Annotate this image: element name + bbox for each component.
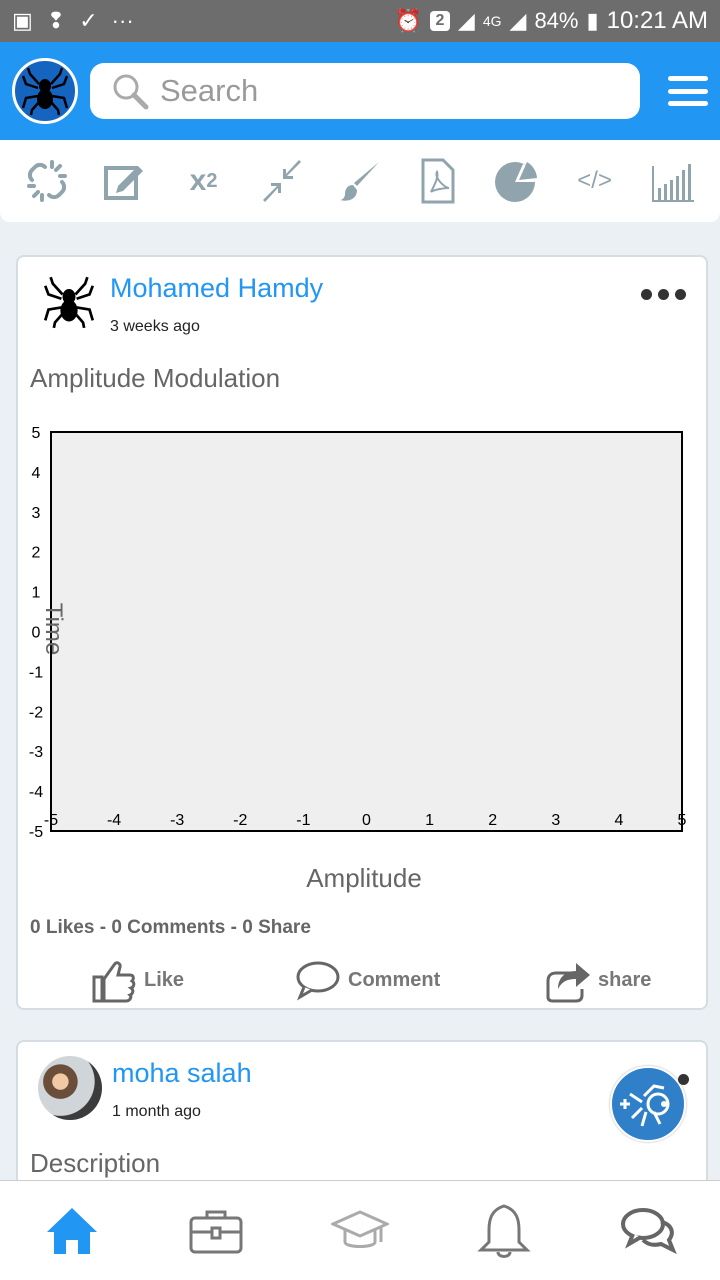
battery-percent: 84% <box>534 8 579 33</box>
x-tick-label: 5 <box>678 812 687 829</box>
y-tick-label: -2 <box>29 704 43 721</box>
post-time: 1 month ago <box>112 1103 201 1120</box>
x-tick-label: -2 <box>233 812 247 829</box>
hamburger-menu-icon[interactable] <box>668 76 708 106</box>
y-tick-label: -4 <box>29 784 43 801</box>
share-button[interactable]: share <box>544 957 651 1003</box>
alarm-icon: ⏰ <box>394 8 422 33</box>
y-tick-label: 3 <box>32 505 41 522</box>
status-bar: ▣ ❢ ✓ ··· ⏰ 2 ◢ 4G ◢ 84% ▮ 10:21 AM <box>0 0 720 42</box>
x-tick-label: -4 <box>107 812 121 829</box>
author-name[interactable]: Mohamed Hamdy <box>110 273 324 303</box>
gallery-notification-icon: ▣ <box>12 8 33 33</box>
y-tick-label: 0 <box>32 625 41 642</box>
edit-icon[interactable] <box>100 156 150 206</box>
clock: 10:21 AM <box>606 7 708 34</box>
spider-avatar-icon <box>43 276 95 329</box>
post-title: Description <box>30 1148 161 1178</box>
search-input[interactable] <box>160 73 620 109</box>
share-icon <box>546 963 590 1003</box>
x-tick-label: 0 <box>362 812 371 829</box>
post-title: Amplitude Modulation <box>30 363 281 393</box>
y-tick-label: -3 <box>29 744 43 761</box>
like-button[interactable]: Like <box>90 957 184 1003</box>
post-author: moha salah 1 month ago <box>38 1056 252 1121</box>
y-tick-label: -5 <box>29 824 43 841</box>
more-notifications-icon: ··· <box>111 8 134 33</box>
network-label: 4G <box>482 13 502 29</box>
sim-badge: 2 <box>429 11 450 31</box>
avatar[interactable] <box>38 271 100 333</box>
download-done-icon: ✓ <box>79 8 98 33</box>
x-tick-label: 3 <box>551 812 560 829</box>
pdf-file-icon[interactable] <box>413 156 463 206</box>
post-card: moha salah 1 month ago Description <box>16 1040 708 1190</box>
avatar[interactable] <box>38 1056 102 1120</box>
notification-dot <box>678 1074 689 1085</box>
nav-graduation-cap-icon[interactable] <box>325 1196 395 1266</box>
post-stats: 0 Likes - 0 Comments - 0 Share <box>30 917 311 938</box>
signal-strength-icon: ◢ <box>509 8 527 33</box>
more-options-icon[interactable] <box>641 289 686 300</box>
nav-briefcase-icon[interactable] <box>181 1196 251 1266</box>
author-name[interactable]: moha salah <box>112 1058 252 1088</box>
x-tick-label: 4 <box>614 812 623 829</box>
y-tick-label: 4 <box>32 465 41 482</box>
post-author: Mohamed Hamdy 3 weeks ago <box>38 271 323 336</box>
x-axis-label: Amplitude <box>306 863 422 893</box>
y-tick-label: 5 <box>32 425 41 442</box>
signal-icon: ◢ <box>457 8 475 33</box>
battery-icon: ▮ <box>586 8 599 33</box>
y-tick-label: -1 <box>29 664 43 681</box>
nav-home-icon[interactable] <box>37 1196 107 1266</box>
spider-logo-icon <box>21 67 69 116</box>
thumbs-up-icon <box>92 961 136 1003</box>
x-tick-label: 2 <box>488 812 497 829</box>
x-tick-label: -5 <box>44 812 58 829</box>
y-tick-label: 1 <box>32 585 41 602</box>
bar-chart-icon[interactable] <box>648 156 698 206</box>
y-tick-label: 2 <box>32 545 41 562</box>
comment-icon <box>296 961 340 1001</box>
bottom-navigation <box>0 1180 720 1280</box>
x-tick-label: -1 <box>296 812 310 829</box>
add-post-fab[interactable] <box>610 1066 686 1142</box>
post-actions: Like Comment share <box>18 957 710 1009</box>
search-box[interactable] <box>90 63 640 119</box>
nav-messages-icon[interactable] <box>613 1196 683 1266</box>
x-tick-label: -3 <box>170 812 184 829</box>
code-icon[interactable]: </> <box>577 167 612 194</box>
unlink-icon[interactable] <box>22 156 72 206</box>
compress-icon[interactable] <box>257 156 307 206</box>
app-bar <box>0 42 720 140</box>
y-axis-label: Time <box>40 603 67 655</box>
x-tick-label: 1 <box>425 812 434 829</box>
search-icon <box>113 74 149 110</box>
comment-button[interactable]: Comment <box>294 957 440 1003</box>
brush-icon[interactable] <box>335 156 385 206</box>
nav-notifications-bell-icon[interactable] <box>469 1196 539 1266</box>
pie-chart-icon[interactable] <box>491 156 541 206</box>
post-time: 3 weeks ago <box>110 318 200 335</box>
post-card: Mohamed Hamdy 3 weeks ago Amplitude Modu… <box>16 255 708 1010</box>
spider-add-icon <box>620 1084 670 1127</box>
footsteps-notification-icon: ❢ <box>46 8 66 33</box>
plot-area <box>50 431 683 832</box>
app-logo[interactable] <box>12 58 78 124</box>
